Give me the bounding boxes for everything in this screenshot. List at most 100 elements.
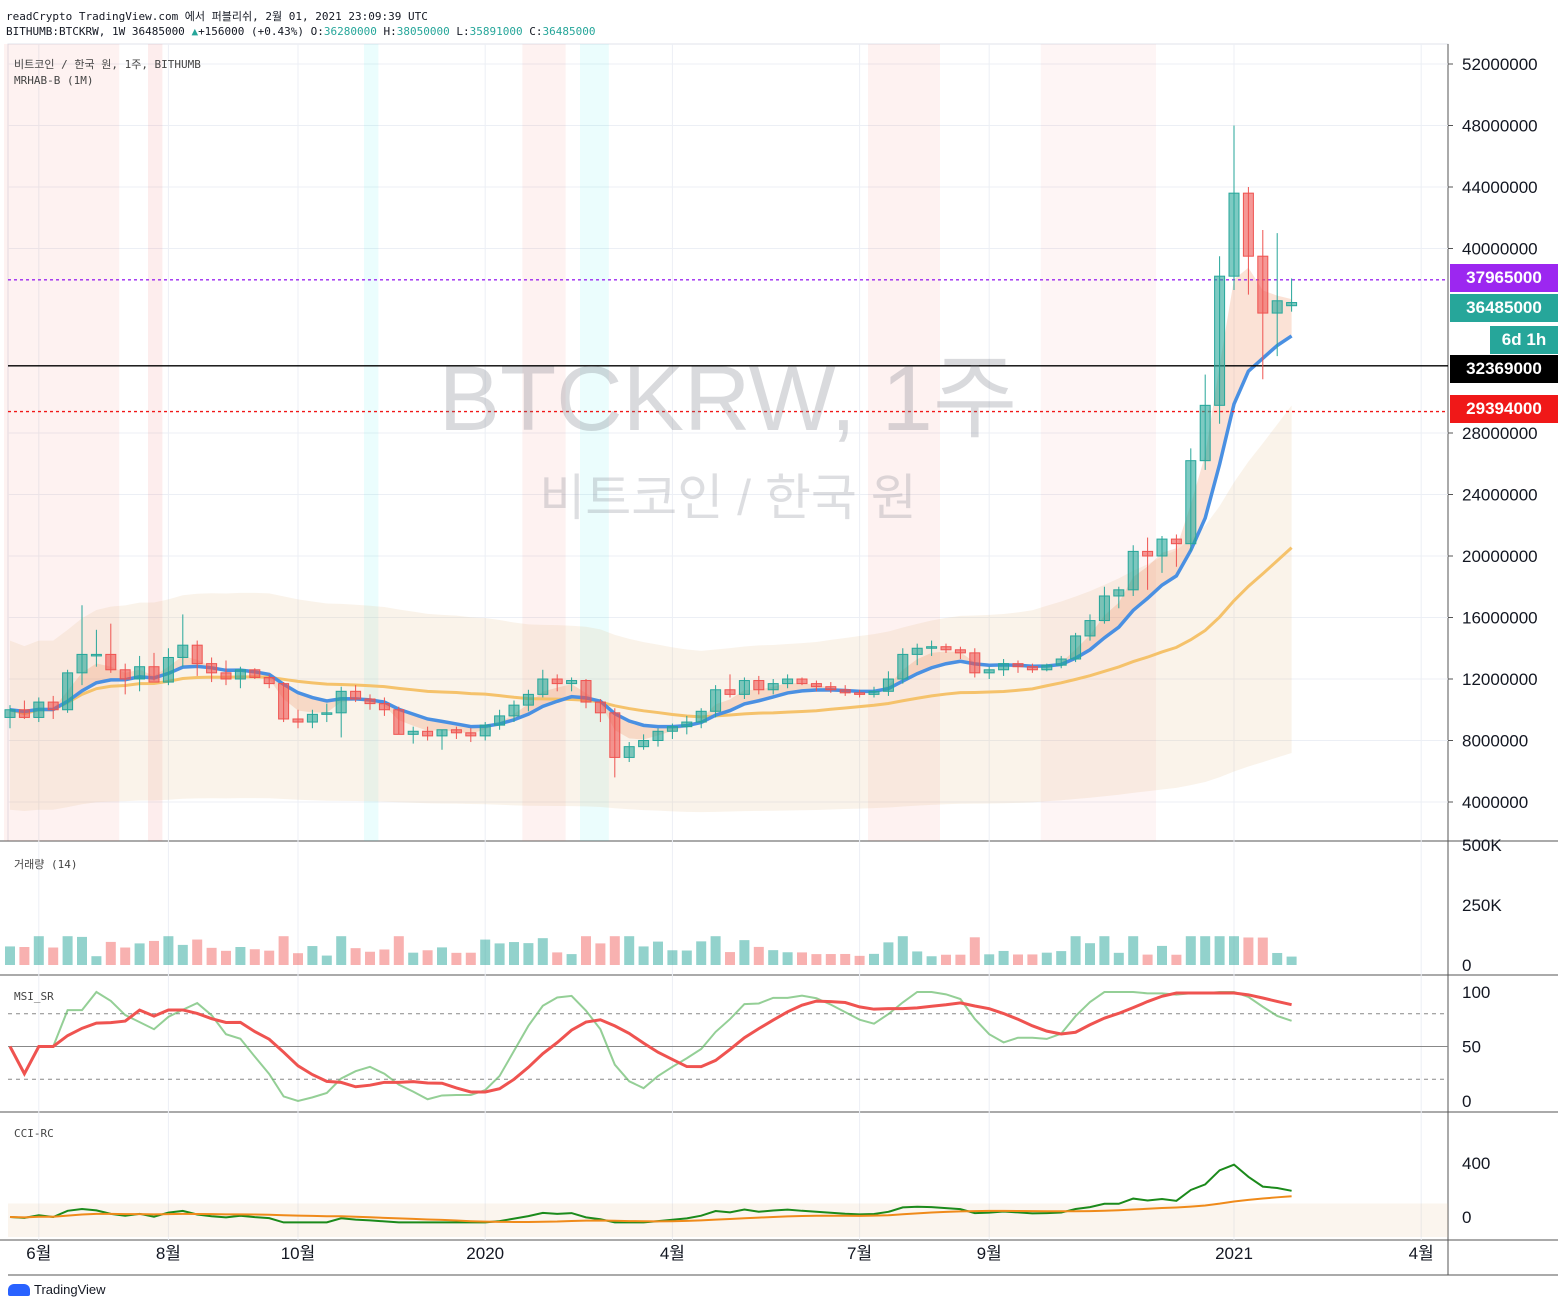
volume-bar: [537, 938, 548, 965]
candle-body: [234, 669, 246, 680]
candle-body: [566, 680, 578, 685]
signal-band: [364, 44, 379, 841]
candle-body: [652, 730, 664, 742]
candle-body: [206, 663, 218, 674]
candle-body: [62, 672, 74, 711]
volume-bar: [177, 944, 188, 965]
candle-body: [724, 689, 736, 695]
volume-bar: [595, 943, 606, 965]
volume-bar: [192, 939, 203, 965]
volume-bar: [1085, 943, 1095, 965]
volume-tick-label: 500K: [1462, 836, 1502, 855]
volume-bar: [293, 953, 303, 965]
volume-bar: [926, 956, 937, 965]
candle-body: [4, 709, 16, 718]
x-tick-label: 6월: [26, 1244, 51, 1263]
signal-band: [522, 44, 566, 841]
open-value: 36280000: [323, 25, 377, 38]
volume-bar: [307, 946, 318, 965]
volume-bar: [912, 951, 923, 965]
volume-bar: [1113, 952, 1124, 965]
candle-body: [1127, 550, 1139, 591]
volume-bar: [163, 936, 174, 965]
volume-bar: [105, 941, 116, 965]
high-label: H:: [383, 25, 397, 38]
candle-body: [90, 653, 102, 657]
candle-body: [969, 652, 981, 674]
candle-body: [522, 693, 534, 706]
stoch-tick-label: 50: [1462, 1038, 1481, 1057]
y-tick-label: 40000000: [1462, 240, 1538, 259]
volume-bar: [1142, 954, 1153, 965]
candle-body: [1271, 300, 1283, 314]
volume-bar: [681, 950, 692, 965]
tradingview-logo[interactable]: TradingView: [8, 1282, 106, 1297]
volume-bar: [653, 941, 663, 965]
volume-bar: [1171, 954, 1182, 965]
candle-body: [782, 678, 794, 685]
signal-band: [868, 44, 940, 841]
volume-bar: [782, 952, 793, 965]
cci-tick-label: 400: [1462, 1154, 1490, 1173]
candle-body: [551, 678, 563, 685]
candle-body: [825, 686, 837, 691]
y-tick-label: 52000000: [1462, 55, 1538, 74]
ohlc-line: BITHUMB:BTCKRW, 1W 36485000 ▲+156000 (+0…: [6, 25, 595, 38]
volume-bar: [566, 954, 577, 965]
volume-bar: [235, 947, 246, 965]
volume-bar: [955, 954, 966, 965]
candle-body: [926, 646, 938, 649]
volume-bar: [969, 937, 980, 965]
volume-bar: [62, 936, 73, 965]
y-tick-label: 20000000: [1462, 547, 1538, 566]
candle-body: [954, 649, 966, 654]
volume-bar: [869, 953, 879, 965]
y-tick-label: 44000000: [1462, 178, 1538, 197]
candle-body: [839, 689, 851, 694]
y-tick-label: 28000000: [1462, 424, 1538, 443]
candle-body: [1286, 302, 1298, 307]
stoch-tick-label: 100: [1462, 983, 1490, 1002]
volume-bar: [1257, 937, 1268, 965]
volume-bar: [264, 950, 275, 965]
envelope-area: [10, 405, 1292, 813]
candle-body: [177, 644, 189, 658]
candle-body: [695, 710, 707, 723]
watermark: BTCKRW, 1주: [439, 348, 1018, 450]
candle-body: [18, 709, 30, 718]
volume-bar: [941, 954, 951, 965]
candle-body: [854, 692, 866, 695]
volume-bar: [1099, 936, 1110, 965]
candle-body: [134, 666, 146, 680]
candle-body: [753, 680, 765, 691]
volume-bar: [379, 949, 390, 965]
candle-body: [76, 653, 88, 674]
candle-body: [940, 646, 952, 651]
volume-bar: [753, 946, 764, 965]
volume-bar: [854, 955, 865, 965]
candle-body: [983, 669, 995, 674]
close-label: C:: [529, 25, 543, 38]
volume-bar: [552, 952, 563, 965]
candle-body: [1199, 404, 1211, 462]
candle-body: [494, 715, 506, 726]
volume-bar: [696, 941, 707, 965]
candle-body: [364, 698, 376, 705]
volume-bar: [1286, 956, 1297, 965]
symbol-info: BITHUMB:BTCKRW, 1W 36485000: [6, 25, 185, 38]
volume-bar: [1272, 952, 1283, 965]
countdown-label: 6d 1h: [1490, 326, 1558, 354]
volume-bar: [624, 936, 635, 965]
volume-bar: [365, 951, 375, 965]
volume-bar: [48, 947, 59, 965]
candle-body: [378, 703, 390, 711]
volume-bar: [1128, 936, 1139, 965]
volume-bar: [33, 936, 44, 965]
volume-bar: [321, 955, 332, 965]
volume-bar: [408, 952, 419, 965]
volume-bar: [509, 942, 519, 965]
candle-body: [191, 644, 203, 665]
volume-bar: [278, 936, 289, 965]
candle-body: [292, 718, 304, 723]
